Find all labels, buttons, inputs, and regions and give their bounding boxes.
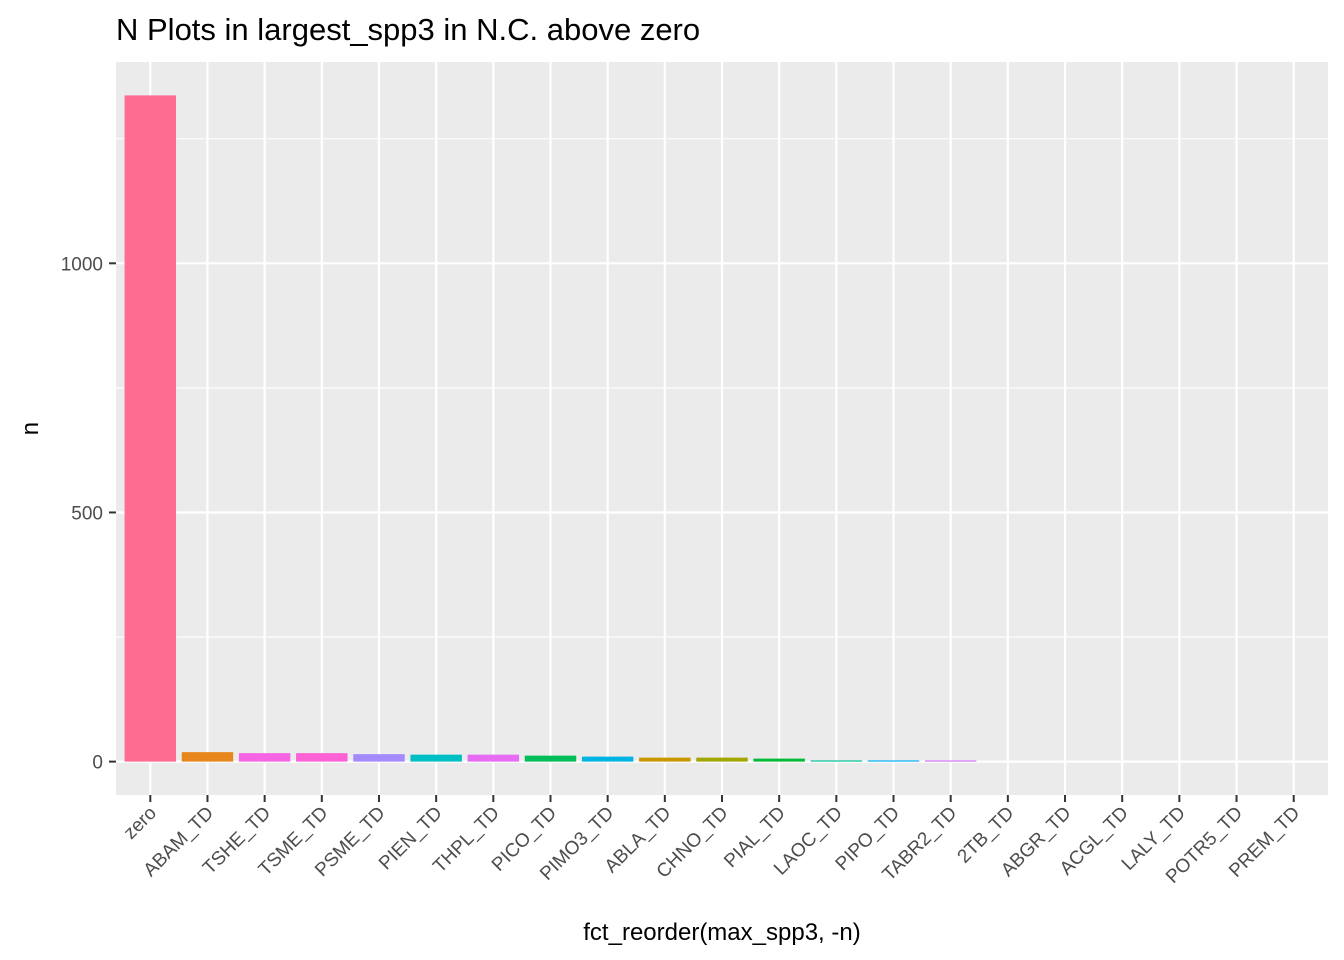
bar	[467, 754, 520, 762]
bar	[353, 754, 405, 762]
bars	[124, 95, 977, 762]
bar	[296, 753, 348, 762]
bar	[524, 755, 577, 762]
bar	[924, 760, 977, 762]
grid-lines	[116, 62, 1328, 795]
bar	[753, 758, 805, 762]
x-tick-label: zero	[120, 803, 161, 844]
x-axis: zeroABAM_TDTSHE_TDTSME_TDPSME_TDPIEN_TDT…	[120, 795, 1304, 888]
x-axis-title: fct_reorder(max_spp3, -n)	[583, 919, 860, 946]
y-tick-label: 500	[71, 503, 103, 524]
bar	[410, 754, 462, 762]
y-axis-title: n	[17, 422, 44, 435]
bar	[639, 757, 691, 762]
bar	[810, 760, 863, 762]
bar	[696, 757, 748, 762]
bar	[867, 760, 920, 762]
bar	[581, 756, 634, 762]
bar	[124, 95, 177, 762]
y-axis: 0 500 1000	[61, 254, 116, 774]
bar	[181, 752, 234, 762]
chart-title: N Plots in largest_spp3 in N.C. above ze…	[116, 12, 700, 47]
y-tick-label: 1000	[61, 254, 103, 275]
bar	[238, 753, 291, 762]
y-tick-label: 0	[92, 753, 103, 774]
